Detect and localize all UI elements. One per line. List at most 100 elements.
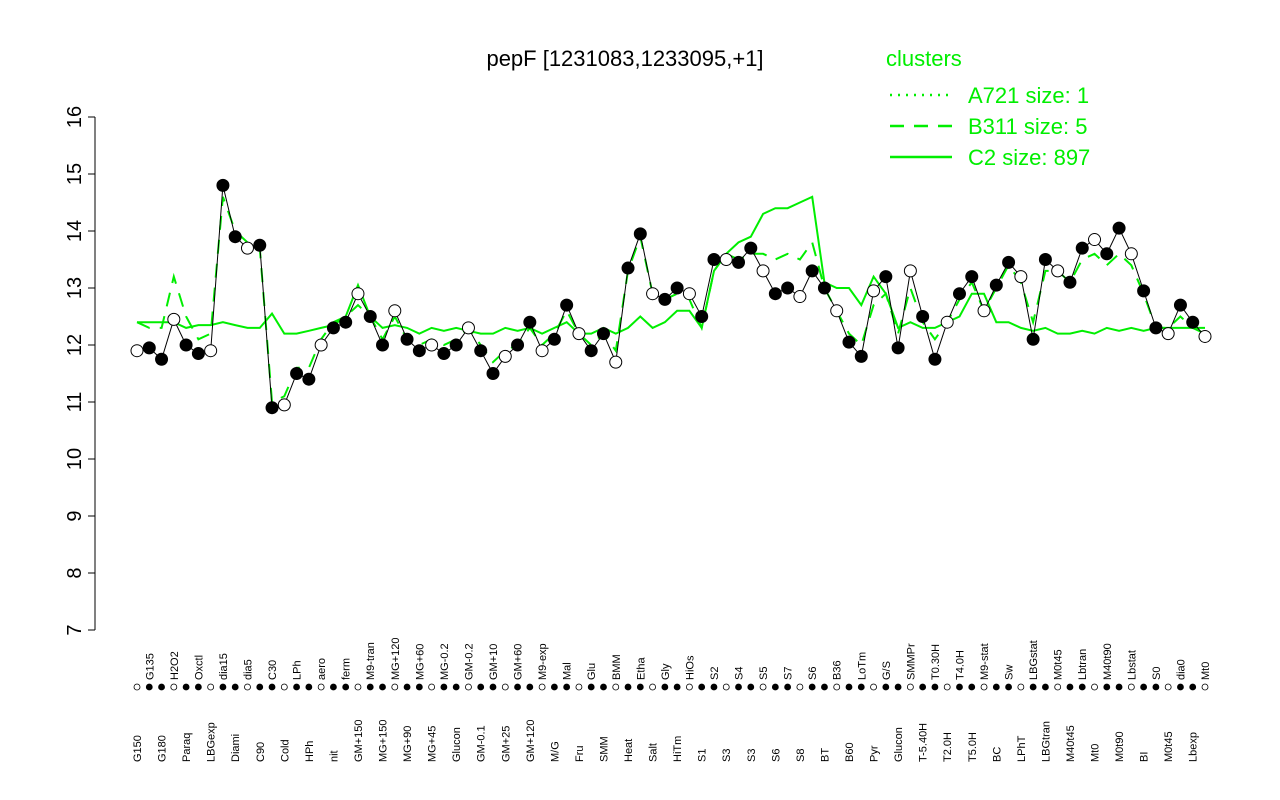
data-point: [1014, 270, 1028, 284]
category-marker: [231, 683, 239, 691]
category-marker: [833, 683, 841, 691]
x-tick-label: G/S: [881, 661, 893, 680]
category-marker: [477, 683, 485, 691]
category-marker: [808, 683, 816, 691]
x-tick-label: LoTm: [856, 652, 868, 680]
category-marker: [207, 683, 215, 691]
data-point: [695, 310, 709, 323]
data-point: [339, 315, 353, 329]
x-tick-label: aero: [316, 658, 328, 680]
x-tick-label: BT: [819, 748, 831, 762]
category-marker: [649, 683, 656, 691]
category-marker: [1152, 683, 1160, 691]
category-marker: [821, 683, 828, 691]
data-point: [989, 278, 1003, 292]
data-point: [425, 338, 439, 352]
category-marker: [1115, 683, 1123, 691]
x-tick-label: T2.0H: [942, 732, 954, 762]
data-point: [302, 372, 316, 386]
data-point: [560, 298, 574, 312]
data-point: [1137, 284, 1151, 298]
category-marker: [465, 683, 472, 691]
data-point: [1198, 329, 1212, 343]
x-tick-label: dia0: [1175, 659, 1187, 680]
x-tick-label: MG+45: [427, 726, 439, 762]
x-tick-label: C90: [255, 742, 267, 762]
category-marker: [379, 683, 386, 691]
data-point: [1124, 247, 1138, 261]
x-tick-label: Mal: [562, 662, 574, 680]
x-tick-label: B36: [832, 660, 844, 680]
category-marker: [440, 683, 448, 691]
category-marker: [980, 683, 988, 691]
data-point: [523, 315, 537, 329]
category-marker: [256, 683, 264, 691]
data-point: [891, 341, 905, 355]
x-tick-label: Etha: [635, 656, 647, 680]
data-point: [682, 287, 696, 301]
y-tick-label: 15: [64, 163, 86, 185]
data-point: [290, 367, 304, 380]
x-tick-label: Mt0: [1200, 662, 1212, 680]
data-point: [1038, 253, 1052, 266]
category-marker: [514, 683, 521, 691]
data-point: [216, 178, 230, 192]
x-tick-label: dia5: [242, 659, 254, 680]
category-marker: [857, 683, 865, 691]
x-tick-label: GM+10: [488, 644, 500, 680]
category-marker: [845, 683, 853, 691]
category-marker: [1042, 683, 1049, 691]
data-point: [511, 338, 525, 352]
category-marker: [366, 683, 374, 691]
category-marker: [587, 683, 595, 691]
category-marker: [747, 683, 755, 691]
data-point: [805, 264, 819, 278]
x-tick-label: T5.0H: [967, 732, 979, 762]
category-marker: [145, 683, 153, 691]
x-tick-label: M0t45: [1163, 731, 1175, 762]
category-marker: [673, 683, 681, 691]
data-point: [977, 304, 991, 318]
x-tick-label: Mt0: [1090, 744, 1102, 762]
category-marker: [1078, 683, 1086, 691]
category-marker: [293, 683, 300, 691]
category-marker: [722, 683, 730, 691]
category-marker: [428, 683, 436, 691]
category-marker: [182, 683, 190, 691]
category-marker: [894, 683, 902, 691]
data-point: [412, 344, 426, 358]
category-marker: [661, 683, 669, 691]
y-tick-label: 8: [64, 567, 86, 578]
x-tick-label: MG+150: [378, 720, 390, 763]
data-point: [670, 281, 684, 295]
x-tick-label: GM+120: [525, 720, 537, 763]
data-point: [474, 344, 488, 358]
x-tick-label: BC: [991, 747, 1003, 762]
x-tick-label: S6: [807, 667, 819, 680]
category-marker: [1177, 683, 1184, 691]
x-tick-label: G135: [144, 653, 156, 680]
data-point: [928, 352, 942, 366]
points-line: [136, 185, 1206, 409]
category-marker: [415, 683, 423, 691]
category-marker: [710, 683, 718, 691]
category-marker: [158, 683, 165, 691]
data-point: [167, 312, 181, 326]
data-point: [867, 284, 881, 298]
data-point: [903, 264, 917, 278]
y-tick-label: 13: [64, 277, 86, 299]
category-marker: [550, 683, 558, 691]
category-marker: [931, 683, 939, 691]
data-point: [400, 332, 414, 346]
category-marker: [906, 683, 914, 691]
data-point: [388, 304, 402, 318]
y-tick-label: 10: [64, 448, 86, 470]
category-marker: [330, 683, 337, 691]
category-marker: [1029, 683, 1037, 691]
x-tick-label: HiOs: [684, 655, 696, 680]
x-tick-label: T4.0H: [954, 650, 966, 680]
legend-label: C2 size: 897: [968, 145, 1090, 170]
category-marker: [452, 683, 460, 691]
x-tick-label: G180: [157, 735, 169, 762]
